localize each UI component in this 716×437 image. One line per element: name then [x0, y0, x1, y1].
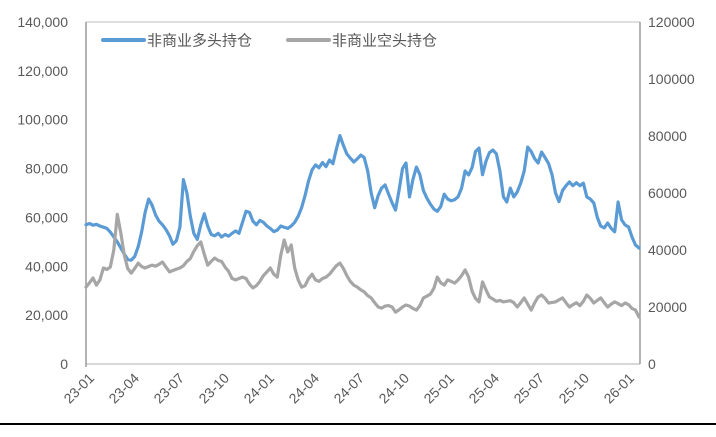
y-axis-label-left: 100,000 — [17, 112, 68, 128]
x-axis-label: 24-01 — [240, 370, 277, 407]
y-axis-label-left: 120,000 — [17, 63, 68, 79]
series-short-line — [84, 212, 641, 319]
x-axis-label: 24-10 — [375, 370, 412, 407]
y-axis-label-left: 140,000 — [17, 14, 68, 30]
x-axis-label: 24-04 — [285, 370, 322, 407]
x-axis-label: 25-10 — [555, 370, 592, 407]
y-axis-label-right: 20000 — [648, 299, 687, 315]
y-axis-label-left: 60,000 — [25, 209, 68, 225]
x-axis-label: 25-01 — [420, 370, 457, 407]
series-long-line — [84, 134, 641, 262]
x-axis-label: 24-07 — [330, 370, 367, 407]
y-axis-label-right: 120000 — [648, 14, 695, 30]
y-axis-label-right: 100000 — [648, 71, 695, 87]
y-axis-label-left: 40,000 — [25, 258, 68, 274]
x-axis-label: 25-07 — [510, 370, 547, 407]
x-axis-label: 23-01 — [60, 370, 97, 407]
x-axis-label: 23-04 — [105, 370, 142, 407]
y-axis-label-right: 60000 — [648, 185, 687, 201]
y-axis-label-left: 80,000 — [25, 161, 68, 177]
x-axis-label: 25-04 — [465, 370, 502, 407]
y-axis-label-right: 40000 — [648, 242, 687, 258]
legend-label-short: 非商业空头持仓 — [332, 33, 437, 50]
y-axis-label-right: 0 — [648, 356, 656, 372]
legend-label-long: 非商业多头持仓 — [147, 33, 252, 50]
y-axis-label-right: 80000 — [648, 128, 687, 144]
x-axis-label: 23-07 — [150, 370, 187, 407]
y-axis-label-left: 0 — [60, 356, 68, 372]
x-axis-label: 26-01 — [600, 370, 637, 407]
x-axis-label: 23-10 — [195, 370, 232, 407]
y-axis-label-left: 20,000 — [25, 307, 68, 323]
